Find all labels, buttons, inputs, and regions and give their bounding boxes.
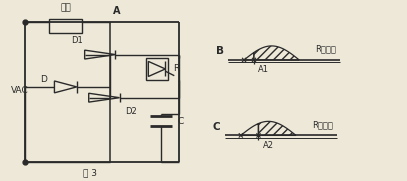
Text: 图 3: 图 3 (83, 169, 97, 178)
Text: D: D (40, 75, 47, 84)
Text: D2: D2 (126, 107, 138, 116)
Bar (146, 58, 168, 80)
Text: C: C (213, 122, 221, 132)
Bar (49, 19, 82, 33)
Text: R较大时: R较大时 (312, 120, 333, 129)
Text: D1: D1 (71, 36, 83, 45)
Text: C: C (177, 117, 184, 126)
Text: A1: A1 (258, 65, 269, 74)
Text: VAC: VAC (11, 86, 28, 95)
Text: R较少时: R较少时 (315, 45, 336, 53)
Polygon shape (254, 46, 299, 60)
Text: 负载: 负载 (60, 3, 71, 12)
Polygon shape (258, 121, 296, 135)
Text: A2: A2 (263, 141, 274, 150)
Text: B: B (216, 46, 224, 56)
Text: R: R (173, 64, 180, 73)
Text: A: A (113, 7, 120, 16)
